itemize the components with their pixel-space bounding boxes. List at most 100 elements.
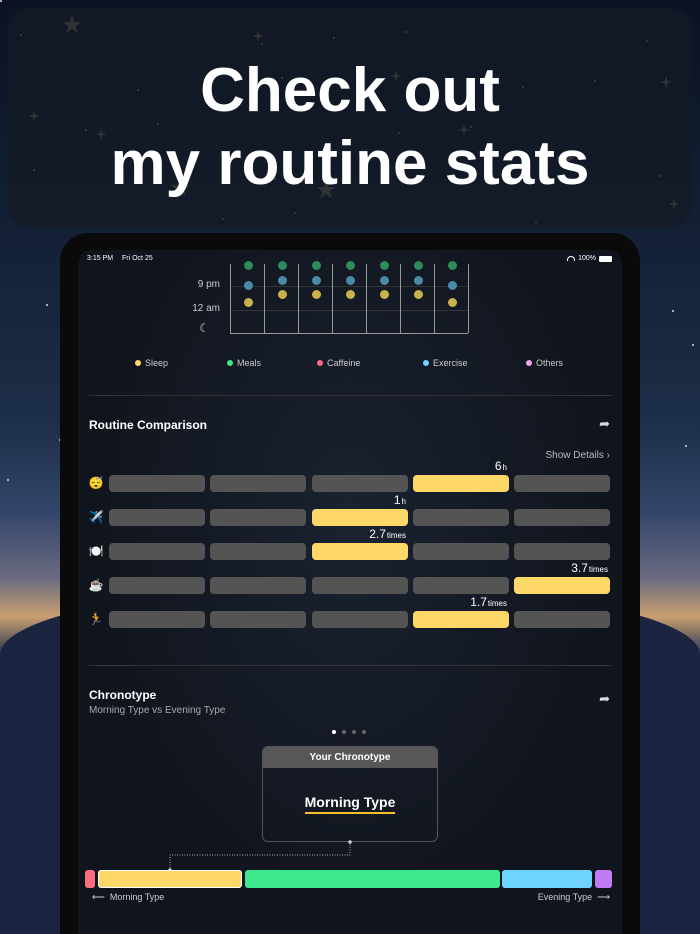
legend-swatch bbox=[526, 360, 532, 366]
day-column bbox=[367, 264, 401, 333]
title-line-1: Check out bbox=[200, 56, 500, 125]
battery-icon bbox=[599, 255, 612, 262]
comparison-bar bbox=[312, 611, 408, 628]
meals-dot bbox=[448, 261, 457, 270]
comparison-bar bbox=[109, 577, 205, 594]
show-details-link[interactable]: Show Details › bbox=[546, 450, 610, 461]
exercise-dot bbox=[312, 276, 321, 285]
show-details-label: Show Details bbox=[545, 450, 604, 461]
comparison-bar bbox=[413, 475, 509, 492]
scale-segment bbox=[85, 870, 95, 888]
divider bbox=[89, 665, 611, 666]
gridline bbox=[231, 286, 468, 287]
day-column bbox=[231, 264, 265, 333]
scale-segment bbox=[502, 870, 592, 888]
page-indicator[interactable] bbox=[332, 730, 366, 734]
value-unit: times bbox=[487, 599, 507, 608]
comparison-value: 1.7times bbox=[411, 595, 507, 609]
legend-swatch bbox=[227, 360, 233, 366]
scale-segment bbox=[98, 870, 242, 888]
day-column bbox=[265, 264, 299, 333]
gridline bbox=[231, 310, 468, 311]
routine-comparison-title: Routine Comparison bbox=[89, 418, 208, 432]
legend-item-sleep: Sleep bbox=[135, 358, 168, 368]
comparison-bar bbox=[514, 475, 610, 492]
share-icon[interactable]: ➦ bbox=[599, 691, 610, 706]
exercise-dot bbox=[448, 281, 457, 290]
status-right: 100% bbox=[567, 255, 612, 262]
comparison-value: 1h bbox=[310, 493, 406, 507]
value-unit: times bbox=[588, 565, 608, 574]
legend-label: Others bbox=[536, 358, 564, 368]
comparison-bar bbox=[109, 475, 205, 492]
meals-dot bbox=[414, 261, 423, 270]
chronotype-card: Your Chronotype Morning Type bbox=[262, 746, 438, 842]
comparison-value: 6h bbox=[411, 459, 507, 473]
legend-swatch bbox=[135, 360, 141, 366]
comparison-bar bbox=[109, 509, 205, 526]
exercise-dot bbox=[380, 276, 389, 285]
chronotype-subtitle: Morning Type vs Evening Type bbox=[89, 705, 226, 716]
value-number: 6 bbox=[494, 459, 502, 473]
travel-icon: ✈️ bbox=[88, 510, 104, 524]
comparison-value: 2.7times bbox=[310, 527, 406, 541]
exercise-dot bbox=[346, 276, 355, 285]
sleep-dot bbox=[278, 290, 287, 299]
star bbox=[672, 310, 674, 312]
exercise-icon: 🏃 bbox=[88, 612, 104, 626]
legend-swatch bbox=[317, 360, 323, 366]
legend-label: Sleep bbox=[145, 358, 169, 368]
value-unit: h bbox=[502, 463, 507, 472]
meals-dot bbox=[312, 261, 321, 270]
sleep-dot bbox=[380, 290, 389, 299]
moon-icon: ☾ bbox=[199, 321, 210, 335]
sleep-dot bbox=[244, 298, 253, 307]
legend-item-others: Others bbox=[526, 358, 563, 368]
connector-line bbox=[168, 840, 352, 872]
app-screen: 3:15 PM Fri Oct 25 100% 9 pm 12 am ☾ Sle… bbox=[78, 250, 622, 934]
comparison-bar bbox=[312, 475, 408, 492]
meals-dot bbox=[346, 261, 355, 270]
exercise-dot bbox=[414, 276, 423, 285]
exercise-dot bbox=[278, 276, 287, 285]
axis-left: ⟵ Morning Type bbox=[92, 892, 165, 902]
legend-label: Exercise bbox=[433, 358, 468, 368]
comparison-bar bbox=[514, 577, 610, 594]
comparison-bar bbox=[312, 509, 408, 526]
legend-item-caffeine: Caffeine bbox=[317, 358, 360, 368]
axis-left-label: Morning Type bbox=[109, 892, 165, 902]
comparison-value: 3.7times bbox=[512, 561, 608, 575]
star bbox=[7, 479, 9, 481]
comparison-bar bbox=[210, 543, 306, 560]
comparison-bar bbox=[514, 611, 610, 628]
comparison-bar bbox=[312, 543, 408, 560]
chronotype-title: Chronotype bbox=[89, 688, 157, 702]
page-dot[interactable] bbox=[362, 730, 366, 734]
wifi-icon bbox=[567, 256, 576, 261]
sleep-dot bbox=[414, 290, 423, 299]
comparison-bar bbox=[413, 509, 509, 526]
comparison-bar bbox=[109, 611, 205, 628]
page-dot[interactable] bbox=[332, 730, 336, 734]
page-dot[interactable] bbox=[352, 730, 356, 734]
share-icon[interactable]: ➦ bbox=[599, 416, 610, 431]
routine-timeline-grid bbox=[230, 261, 469, 334]
banner-title: Check out my routine stats bbox=[8, 54, 692, 200]
comparison-bar bbox=[413, 577, 509, 594]
day-column bbox=[435, 264, 469, 333]
star bbox=[685, 445, 687, 447]
page-dot[interactable] bbox=[342, 730, 346, 734]
comparison-bar bbox=[210, 475, 306, 492]
value-unit: times bbox=[386, 531, 406, 540]
axis-right: Evening Type ⟶ bbox=[537, 892, 610, 902]
sleep-dot bbox=[346, 290, 355, 299]
value-number: 3.7 bbox=[571, 561, 588, 575]
scale-segment bbox=[595, 870, 612, 888]
value-unit: h bbox=[401, 497, 406, 506]
card-header: Your Chronotype bbox=[263, 747, 437, 768]
value-number: 1 bbox=[393, 493, 401, 507]
axis-right-label: Evening Type bbox=[537, 892, 593, 902]
legend-item-exercise: Exercise bbox=[423, 358, 468, 368]
comparison-bar bbox=[514, 543, 610, 560]
sleep-icon: 😴 bbox=[88, 476, 104, 490]
